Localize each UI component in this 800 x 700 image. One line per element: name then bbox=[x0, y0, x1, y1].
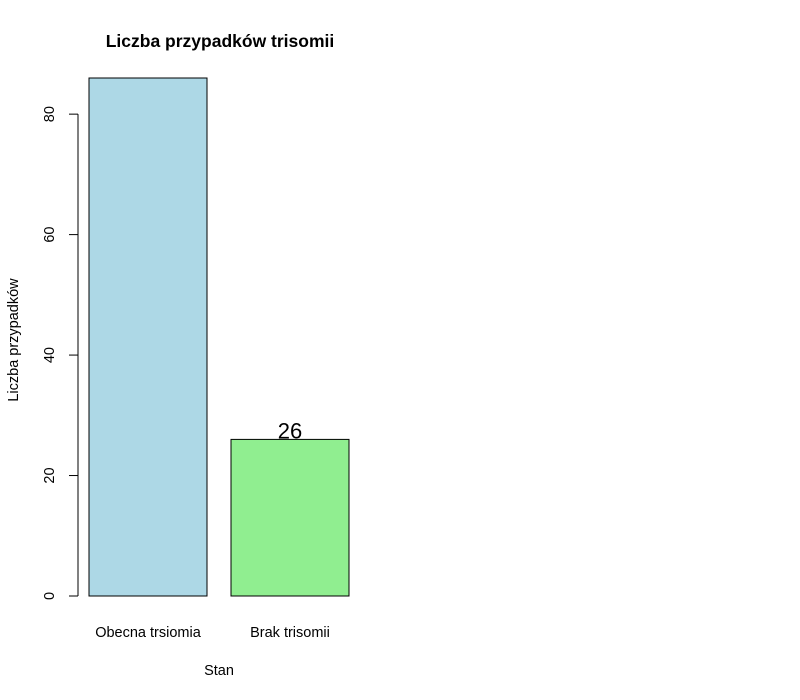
x-axis-label: Stan bbox=[204, 663, 234, 679]
y-tick-label: 80 bbox=[42, 106, 58, 122]
y-tick-label: 20 bbox=[42, 467, 58, 483]
x-tick-labels: Obecna trsiomia Brak trisomii bbox=[95, 625, 330, 641]
x-tick-label: Obecna trsiomia bbox=[95, 625, 202, 641]
y-tick-label: 40 bbox=[42, 347, 58, 363]
y-tick-label: 0 bbox=[42, 592, 58, 600]
x-tick-label: Brak trisomii bbox=[250, 625, 330, 641]
bar-data-label: 26 bbox=[278, 418, 302, 443]
chart-title: Liczba przypadków trisomii bbox=[106, 31, 335, 51]
bar-2 bbox=[230, 438, 350, 597]
y-axis: 0 20 40 60 80 bbox=[42, 106, 79, 600]
y-axis-label: Liczba przypadków bbox=[6, 278, 22, 402]
bar-1 bbox=[88, 77, 208, 597]
bars-group: 26 bbox=[88, 77, 350, 597]
y-tick-label: 60 bbox=[42, 227, 58, 243]
